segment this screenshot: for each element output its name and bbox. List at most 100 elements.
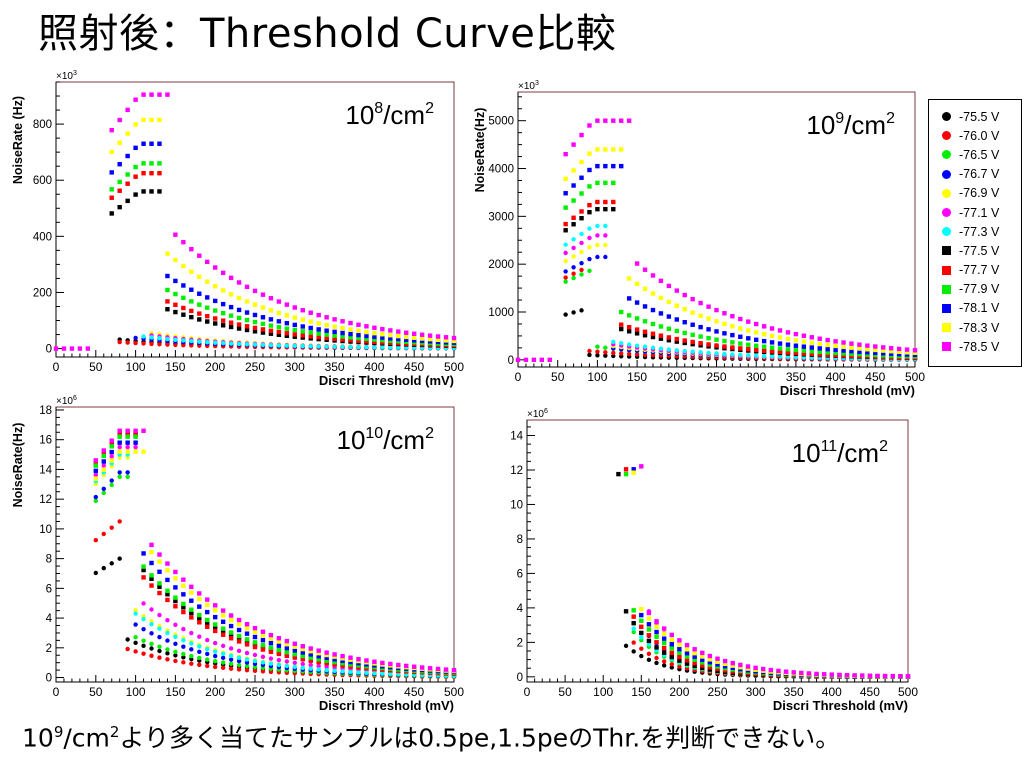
data-point — [236, 617, 242, 623]
data-point — [268, 640, 274, 646]
data-point — [595, 199, 600, 205]
data-point — [738, 352, 743, 358]
data-point — [666, 338, 672, 343]
data-point — [197, 620, 202, 625]
data-point — [587, 268, 592, 273]
exponent-power: 3 — [535, 80, 539, 87]
data-point — [125, 470, 130, 475]
data-point — [595, 223, 600, 229]
data-point — [220, 626, 226, 631]
data-point — [626, 342, 632, 347]
data-point — [698, 300, 703, 306]
data-point — [213, 658, 218, 664]
data-point — [603, 242, 608, 248]
data-point — [220, 608, 226, 613]
data-point — [715, 664, 720, 669]
data-point — [292, 644, 297, 649]
data-point — [631, 620, 636, 626]
y-tick-label: 6 — [46, 583, 52, 595]
x-tick-label: 400 — [364, 360, 384, 374]
data-point — [427, 333, 433, 338]
data-point — [666, 283, 672, 289]
x-tick-label: 250 — [706, 370, 726, 384]
data-point — [181, 655, 186, 660]
data-point — [117, 117, 122, 123]
data-point — [93, 537, 99, 543]
data-point — [141, 141, 146, 146]
data-point — [646, 633, 652, 638]
data-point — [692, 660, 697, 666]
data-point — [77, 346, 83, 351]
data-point — [308, 334, 313, 339]
data-point — [61, 346, 67, 351]
data-point — [133, 164, 138, 170]
data-point — [157, 626, 162, 631]
data-point — [228, 661, 234, 667]
data-point — [276, 299, 282, 304]
data-point — [165, 651, 170, 656]
data-point — [324, 344, 329, 349]
data-point — [181, 644, 186, 649]
data-point — [268, 328, 274, 333]
x-tick-label: 100 — [126, 360, 146, 374]
data-point — [244, 639, 250, 645]
data-point — [220, 619, 226, 624]
data-point — [776, 668, 781, 674]
annotation-base: 10 — [336, 425, 365, 455]
data-point — [213, 308, 218, 313]
data-point — [801, 348, 807, 353]
data-point — [276, 329, 282, 335]
data-point — [292, 327, 297, 333]
data-point — [236, 315, 242, 321]
data-point — [896, 349, 902, 354]
data-point — [616, 471, 621, 477]
data-point — [109, 149, 114, 155]
data-point — [133, 335, 138, 341]
data-point — [228, 341, 234, 346]
data-point — [205, 663, 210, 669]
data-point — [125, 153, 130, 159]
data-point — [133, 97, 138, 102]
data-point — [761, 348, 767, 353]
data-point — [715, 659, 720, 664]
data-point — [611, 350, 616, 356]
legend-marker-icon — [942, 284, 951, 294]
x-tick-label: 400 — [826, 370, 846, 384]
data-point — [809, 340, 814, 345]
data-point — [706, 304, 711, 309]
data-point — [189, 314, 194, 320]
data-point — [912, 350, 918, 355]
data-point — [141, 341, 146, 346]
data-point — [571, 245, 576, 251]
data-point — [276, 657, 282, 663]
data-point — [149, 607, 154, 612]
data-point — [348, 659, 353, 665]
data-point — [157, 189, 162, 194]
data-point — [650, 273, 656, 278]
data-point — [149, 189, 154, 194]
data-point — [157, 336, 162, 341]
data-point — [515, 357, 521, 363]
data-point — [623, 643, 629, 649]
data-point — [157, 569, 162, 574]
data-point — [707, 662, 713, 667]
data-point — [865, 352, 870, 357]
data-point — [841, 351, 846, 356]
data-point — [276, 343, 282, 348]
data-point — [825, 352, 830, 358]
data-point — [563, 151, 568, 157]
data-point — [754, 321, 759, 327]
data-point — [316, 335, 321, 340]
data-point — [714, 343, 719, 348]
data-point — [698, 350, 703, 355]
data-point — [332, 317, 337, 322]
data-point — [109, 561, 114, 566]
data-point — [348, 337, 353, 343]
data-point — [133, 440, 138, 445]
data-point — [642, 319, 648, 324]
data-point — [93, 494, 99, 500]
data-point — [817, 336, 822, 341]
data-point — [348, 655, 353, 660]
data-point — [587, 235, 592, 241]
annotation-exp: 10 — [365, 425, 383, 442]
